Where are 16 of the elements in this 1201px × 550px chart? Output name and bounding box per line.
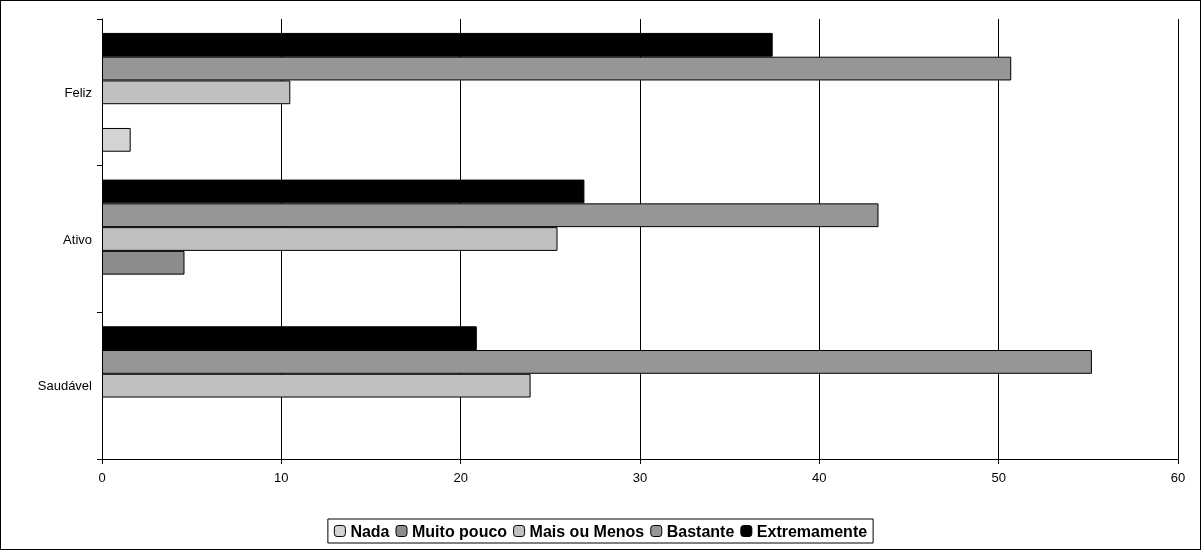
- x-tick-label: 40: [812, 470, 827, 485]
- x-tick-label: 10: [274, 470, 289, 485]
- x-tick-label: 30: [632, 470, 648, 485]
- legend-label: Mais ou Menos: [529, 522, 645, 540]
- x-tick-label: 20: [453, 470, 468, 485]
- y-tick-label: Ativo: [63, 231, 92, 247]
- legend-label: Nada: [350, 522, 390, 540]
- bar: [102, 127, 131, 152]
- x-tick-label: 60: [1170, 470, 1186, 485]
- x-tick-label: 0: [98, 470, 106, 485]
- legend-label: Muito pouco: [412, 522, 508, 540]
- y-tick-label: Saudável: [37, 378, 93, 394]
- x-tick-label: 50: [991, 470, 1006, 485]
- legend-label: Extremamente: [756, 522, 868, 540]
- legend-label: Bastante: [666, 522, 735, 540]
- y-tick-label: Feliz: [64, 84, 92, 100]
